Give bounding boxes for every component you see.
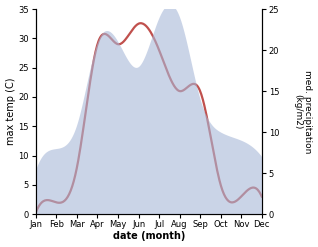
X-axis label: date (month): date (month): [113, 231, 185, 242]
Y-axis label: max temp (C): max temp (C): [5, 78, 16, 145]
Y-axis label: med. precipitation
(kg/m2): med. precipitation (kg/m2): [293, 70, 313, 153]
